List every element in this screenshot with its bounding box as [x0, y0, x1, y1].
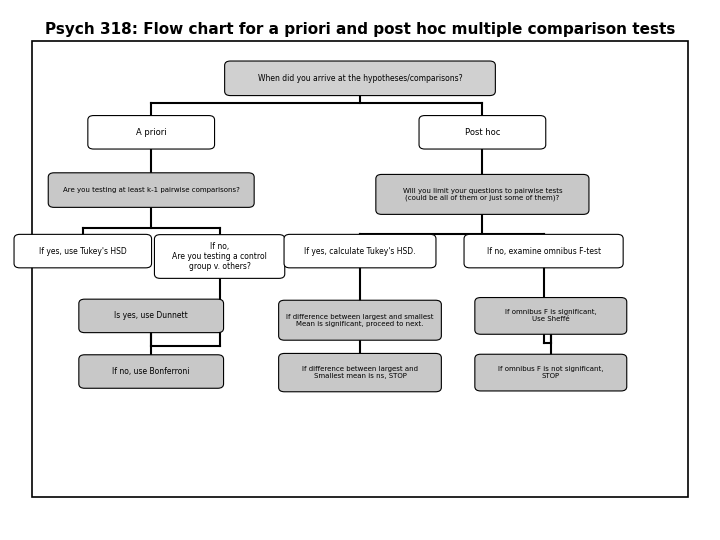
Text: If no,
Are you testing a control
group v. others?: If no, Are you testing a control group v… [172, 241, 267, 272]
Text: If omnibus F is significant,
Use Sheffé: If omnibus F is significant, Use Sheffé [505, 309, 597, 322]
Text: If difference between largest and
Smallest mean is ns, STOP: If difference between largest and Smalle… [302, 366, 418, 379]
Text: If no, use Bonferroni: If no, use Bonferroni [112, 367, 190, 376]
FancyBboxPatch shape [475, 354, 626, 391]
Text: If no, examine omnibus F-test: If no, examine omnibus F-test [487, 247, 600, 255]
FancyBboxPatch shape [48, 173, 254, 207]
Text: Is yes, use Dunnett: Is yes, use Dunnett [114, 312, 188, 320]
FancyBboxPatch shape [78, 299, 223, 333]
FancyBboxPatch shape [88, 116, 215, 149]
FancyBboxPatch shape [154, 234, 285, 279]
FancyBboxPatch shape [475, 298, 626, 334]
Text: If difference between largest and smallest
Mean is significant, proceed to next.: If difference between largest and smalle… [287, 314, 433, 327]
FancyBboxPatch shape [78, 355, 223, 388]
FancyBboxPatch shape [14, 234, 152, 268]
FancyBboxPatch shape [279, 300, 441, 340]
Text: Will you limit your questions to pairwise tests
(could be all of them or just so: Will you limit your questions to pairwis… [402, 187, 562, 201]
Text: If yes, calculate Tukey's HSD.: If yes, calculate Tukey's HSD. [305, 247, 415, 255]
FancyBboxPatch shape [464, 234, 623, 268]
Text: Post hoc: Post hoc [464, 128, 500, 137]
Text: If yes, use Tukey's HSD: If yes, use Tukey's HSD [39, 247, 127, 255]
Text: A priori: A priori [136, 128, 166, 137]
FancyBboxPatch shape [284, 234, 436, 268]
Text: When did you arrive at the hypotheses/comparisons?: When did you arrive at the hypotheses/co… [258, 74, 462, 83]
FancyBboxPatch shape [32, 40, 688, 497]
Text: Are you testing at least k-1 pairwise comparisons?: Are you testing at least k-1 pairwise co… [63, 187, 240, 193]
Text: If omnibus F is not significant,
STOP: If omnibus F is not significant, STOP [498, 366, 603, 379]
FancyBboxPatch shape [279, 354, 441, 392]
Text: Psych 318: Flow chart for a priori and post hoc multiple comparison tests: Psych 318: Flow chart for a priori and p… [45, 22, 675, 37]
FancyBboxPatch shape [376, 174, 589, 214]
FancyBboxPatch shape [225, 61, 495, 96]
FancyBboxPatch shape [419, 116, 546, 149]
